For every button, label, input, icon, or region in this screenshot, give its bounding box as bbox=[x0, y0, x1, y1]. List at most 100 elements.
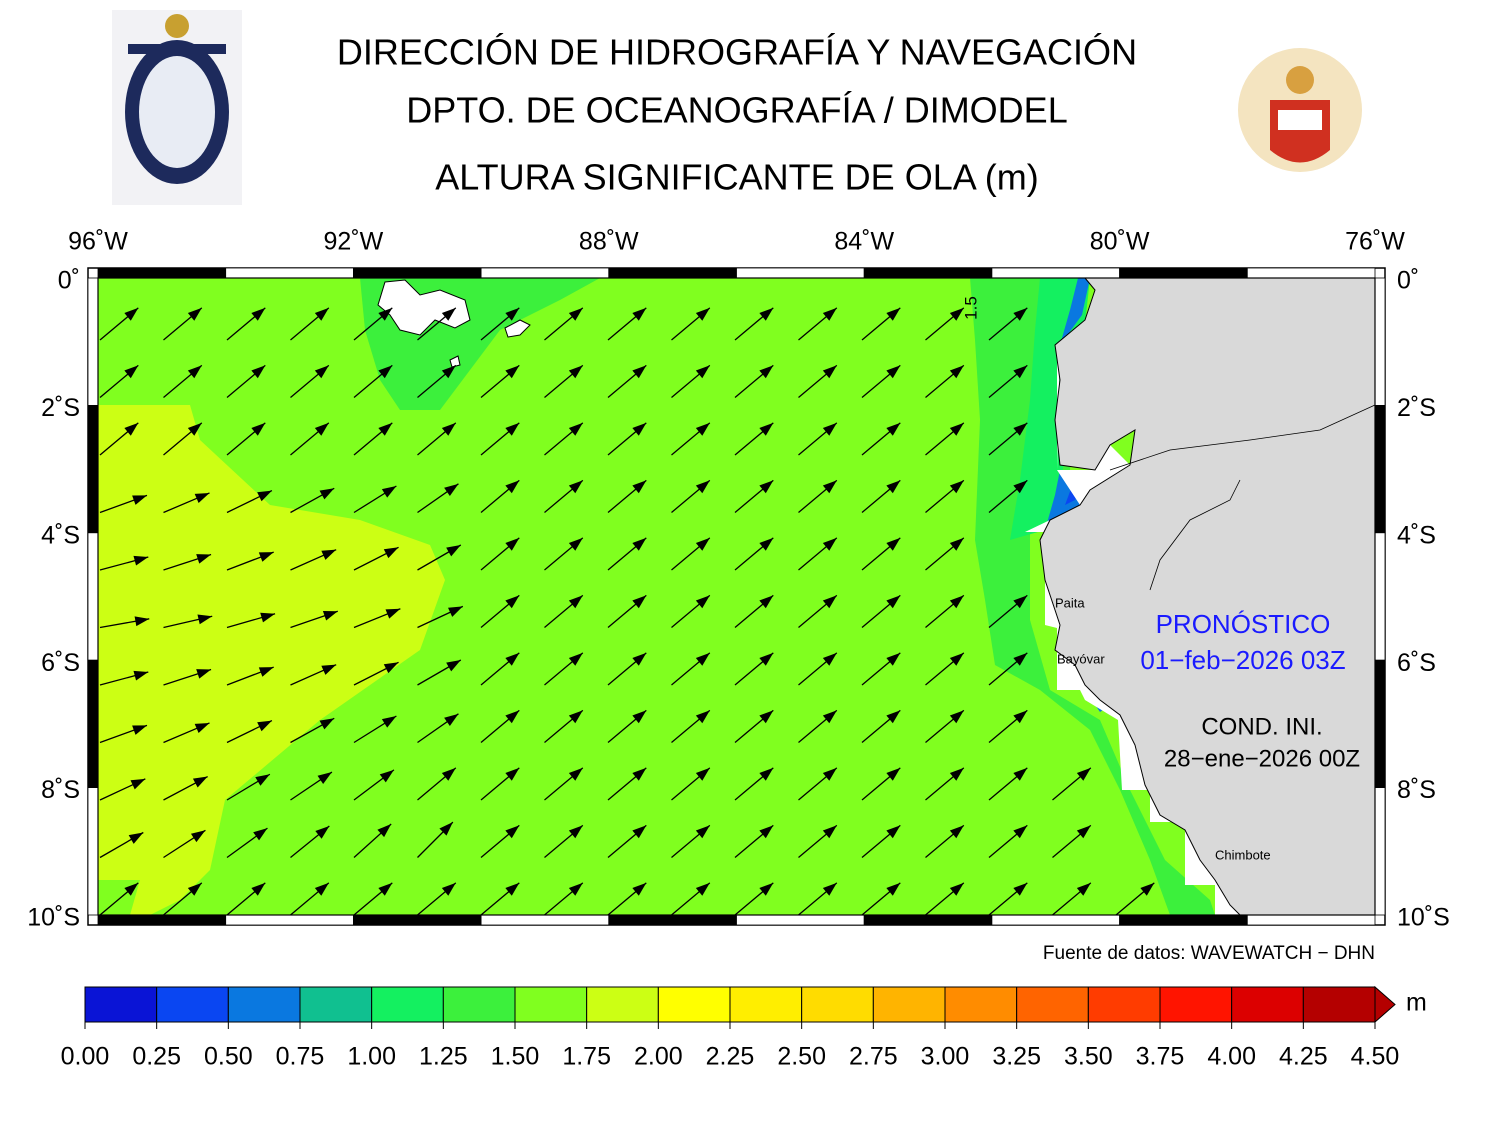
colorbar-segment bbox=[227, 986, 301, 1023]
lat-label: 4˚S bbox=[1397, 521, 1436, 549]
frame-bar bbox=[225, 267, 354, 279]
arrow-head bbox=[886, 710, 901, 724]
arrow-head bbox=[378, 882, 393, 896]
arrow-head bbox=[1013, 710, 1028, 724]
colorbar-segment bbox=[657, 986, 731, 1023]
arrow-head bbox=[695, 825, 710, 839]
frame-bar bbox=[97, 267, 227, 279]
colorbar-tick-label: 1.75 bbox=[562, 1043, 611, 1071]
arrow-head bbox=[632, 422, 647, 436]
colorbar-tick-label: 0.00 bbox=[61, 1043, 110, 1071]
frame-bar bbox=[608, 267, 737, 279]
arrow-head bbox=[315, 826, 330, 839]
arrow-head bbox=[568, 365, 583, 379]
frame-bar bbox=[480, 267, 610, 279]
arrow-head bbox=[505, 307, 520, 321]
arrow-head bbox=[255, 774, 270, 786]
arrow-head bbox=[251, 422, 266, 436]
arrow-head bbox=[381, 486, 397, 498]
map bbox=[87, 267, 1386, 926]
arrow-head bbox=[124, 307, 139, 321]
arrow-head bbox=[441, 307, 456, 321]
frame-bar bbox=[352, 267, 482, 279]
colorbar-tick-label: 1.00 bbox=[347, 1043, 396, 1071]
frame-bar bbox=[87, 404, 99, 534]
lat-label: 0˚ bbox=[1397, 267, 1419, 295]
arrow-head bbox=[1013, 365, 1028, 379]
arrow-head bbox=[505, 595, 520, 609]
colorbar-tick-label: 1.25 bbox=[419, 1043, 468, 1071]
arrow-head bbox=[260, 612, 276, 623]
arrow-head bbox=[132, 725, 147, 735]
arrow-head bbox=[568, 652, 583, 666]
arrow-head bbox=[949, 595, 964, 609]
colorbar-segment bbox=[442, 986, 516, 1023]
arrow-head bbox=[886, 365, 901, 379]
arrow-head bbox=[187, 882, 202, 896]
arrow-head bbox=[695, 652, 710, 666]
arrow-head bbox=[257, 720, 272, 732]
arrow-head bbox=[253, 828, 268, 841]
arrow-head bbox=[822, 595, 837, 609]
arrow-head bbox=[759, 480, 774, 494]
arrow-head bbox=[632, 480, 647, 494]
colorbar-tick-label: 4.50 bbox=[1351, 1043, 1400, 1071]
arrow-head bbox=[124, 882, 139, 896]
colorbar-segment bbox=[729, 986, 803, 1023]
contour-label: 1.5 bbox=[961, 296, 980, 320]
header-line2: DPTO. DE OCEANOGRAFÍA / DIMODEL bbox=[406, 90, 1067, 131]
arrow-head bbox=[505, 422, 520, 436]
place-label: Chimbote bbox=[1215, 847, 1271, 862]
arrow-head bbox=[568, 422, 583, 436]
colorbar-segment bbox=[1016, 986, 1089, 1023]
forecast-label: PRONÓSTICO bbox=[1156, 609, 1331, 639]
lon-label: 76˚W bbox=[1345, 228, 1405, 256]
arrow-head bbox=[314, 882, 329, 896]
frame-bar bbox=[1374, 404, 1386, 534]
arrow-head bbox=[505, 825, 520, 839]
colorbar-segment bbox=[944, 986, 1018, 1023]
arrow-head bbox=[187, 422, 202, 436]
arrow-head bbox=[258, 552, 274, 562]
arrow-head bbox=[886, 595, 901, 609]
arrow-head bbox=[632, 365, 647, 379]
arrow-head bbox=[321, 549, 337, 560]
arrow-head bbox=[444, 483, 459, 496]
arrow-head bbox=[759, 422, 774, 436]
arrow-head bbox=[314, 307, 329, 321]
frame-bar bbox=[736, 914, 865, 926]
arrow-head bbox=[695, 422, 710, 436]
colorbar-tick-label: 3.75 bbox=[1136, 1043, 1185, 1071]
colorbar-segment bbox=[156, 986, 229, 1023]
arrow-head bbox=[505, 537, 520, 551]
arrow-head bbox=[949, 307, 964, 321]
colorbar-tick-label: 3.25 bbox=[992, 1043, 1041, 1071]
lat-label: 2˚S bbox=[1397, 394, 1436, 422]
arrow-head bbox=[383, 662, 399, 674]
arrow-head bbox=[133, 555, 149, 566]
arrow-head bbox=[695, 307, 710, 321]
arrow-head bbox=[949, 480, 964, 494]
arrow-head bbox=[949, 652, 964, 666]
arrow-head bbox=[822, 652, 837, 666]
arrow-head bbox=[1013, 307, 1028, 321]
arrow-head bbox=[187, 365, 202, 379]
colorbar-tick-label: 3.00 bbox=[921, 1043, 970, 1071]
arrow-head bbox=[383, 547, 399, 559]
lat-label: 6˚S bbox=[41, 649, 80, 677]
colorbar-segment bbox=[801, 986, 874, 1023]
arrow-head bbox=[886, 767, 901, 781]
arrow-head bbox=[949, 710, 964, 724]
colorbar-segment bbox=[514, 986, 588, 1023]
arrow-head bbox=[568, 767, 583, 781]
colorbar-tick-label: 4.25 bbox=[1279, 1043, 1328, 1071]
arrow-head bbox=[505, 767, 520, 781]
frame-bar bbox=[1374, 787, 1386, 916]
arrow-head bbox=[632, 710, 647, 724]
frame-bar bbox=[1374, 532, 1386, 661]
arrow-head bbox=[1076, 825, 1091, 839]
colorbar-tick-label: 4.00 bbox=[1207, 1043, 1256, 1071]
lon-label: 84˚W bbox=[834, 228, 894, 256]
arrow-head bbox=[759, 825, 774, 839]
